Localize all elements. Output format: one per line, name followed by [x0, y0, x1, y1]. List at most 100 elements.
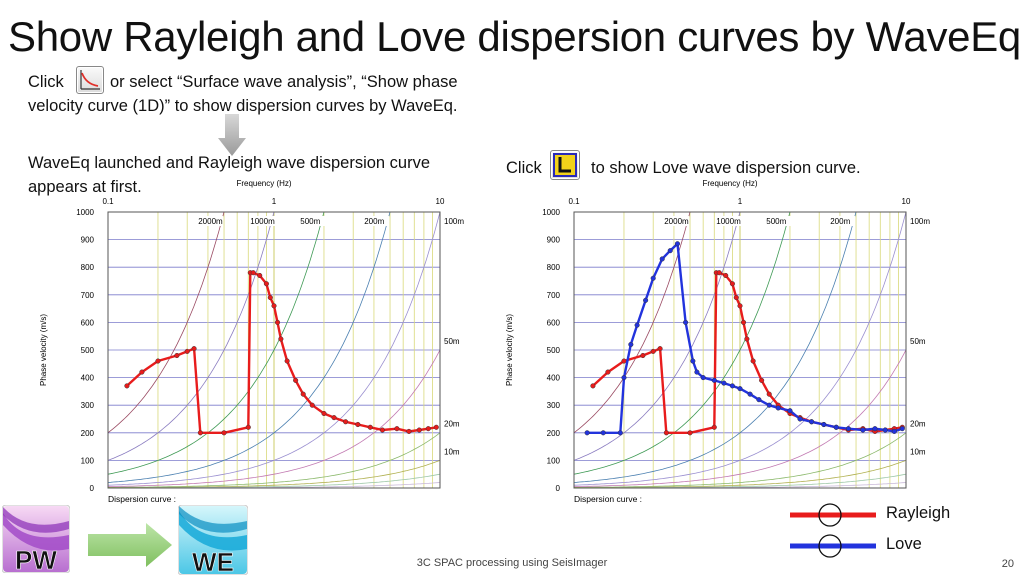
series-line-love — [587, 242, 903, 434]
series-point-love — [628, 341, 634, 348]
series-point-love — [694, 369, 700, 375]
x-tick-label: 0.1 — [568, 197, 580, 206]
wavelength-curve — [108, 212, 391, 483]
right-arrow-icon — [88, 523, 172, 567]
wavelength-label-top: 500m — [766, 217, 786, 226]
series-point-love — [700, 375, 706, 381]
instruction-click-label: Click — [28, 73, 64, 91]
y-tick-label: 800 — [547, 263, 561, 272]
plot-frame — [573, 211, 907, 489]
series-point-love — [650, 275, 656, 281]
wavelength-label-top: 1000m — [716, 217, 741, 226]
series-point-rayleigh — [716, 270, 722, 276]
dispersion-curve-icon[interactable] — [76, 66, 104, 94]
x-tick-label: 1 — [738, 197, 743, 206]
series-point-love — [584, 430, 590, 436]
series-point-rayleigh — [245, 424, 251, 430]
series-point-rayleigh — [250, 270, 256, 276]
love-wave-icon[interactable] — [550, 150, 580, 180]
series-point-rayleigh — [379, 427, 385, 433]
x-tick-label: 0.1 — [102, 197, 114, 206]
wavelength-curve — [108, 349, 440, 487]
series-point-rayleigh — [750, 358, 756, 364]
y-tick-label: 1000 — [542, 208, 560, 217]
page-title: Show Rayleigh and Love dispersion curves… — [8, 13, 1021, 60]
series-point-rayleigh — [355, 421, 361, 428]
y-tick-label: 200 — [81, 429, 95, 438]
wavelength-curve — [108, 432, 440, 488]
series-point-rayleigh — [184, 348, 190, 354]
series-point-rayleigh — [155, 358, 161, 364]
series-point-rayleigh — [729, 281, 735, 287]
series-point-rayleigh — [394, 426, 400, 432]
wavelength-curve — [108, 212, 225, 434]
series-point-rayleigh — [640, 352, 646, 359]
series-point-rayleigh — [367, 424, 373, 430]
rayleigh-dispersion-svg: 0.1 1 10 Frequency (Hz) 0 100 200 300 400 500 600 7… — [39, 179, 469, 504]
series-point-love — [872, 426, 878, 432]
series-point-love — [756, 397, 762, 403]
series-point-love — [797, 416, 803, 422]
series-point-rayleigh — [174, 352, 180, 359]
y-tick-label: 300 — [81, 401, 95, 410]
series-point-rayleigh — [309, 402, 315, 408]
series-point-love — [809, 419, 815, 425]
love-dispersion-svg: 0.1 1 10 Frequency (Hz) 0 100 200 300 400 500 600 7… — [505, 179, 935, 504]
wavelength-label-top: 200m — [364, 217, 384, 226]
y-axis-label: Phase velocity (m/s) — [505, 314, 514, 386]
wavelength-curve — [574, 432, 906, 488]
wavelength-label-top: 1000m — [250, 217, 275, 226]
instruction-line-1: or select “Surface wave analysis”, “Show… — [110, 73, 458, 91]
x-tick-label: 10 — [902, 197, 911, 206]
y-tick-label: 1000 — [76, 208, 94, 217]
y-tick-label: 500 — [81, 346, 95, 355]
series-point-rayleigh — [274, 319, 281, 325]
legend-rayleigh-label: Rayleigh — [886, 504, 951, 522]
series-point-love — [690, 358, 696, 364]
series-point-rayleigh — [650, 348, 656, 354]
wavelength-label-bg — [715, 216, 742, 226]
series-point-rayleigh — [331, 415, 337, 421]
y-tick-label: 700 — [547, 291, 561, 300]
y-tick-label: 0 — [556, 484, 561, 493]
series-point-love — [860, 427, 866, 433]
wavelength-label-top: 100m — [444, 217, 464, 226]
series-point-love — [634, 322, 640, 328]
series-point-love — [721, 380, 727, 386]
series-point-love — [821, 421, 827, 428]
series-point-love — [683, 319, 689, 325]
waveeq-logo: WE — [177, 504, 249, 577]
wavelength-curve — [574, 212, 857, 483]
series-point-rayleigh — [278, 336, 284, 342]
y-tick-label: 400 — [547, 374, 561, 383]
wavelength-label-bg — [299, 216, 326, 226]
series-point-rayleigh — [321, 410, 327, 417]
wavelength-curve — [574, 212, 791, 475]
series-point-rayleigh — [740, 319, 747, 325]
y-tick-label: 800 — [81, 263, 95, 272]
series-point-rayleigh — [711, 424, 717, 430]
series-point-rayleigh — [687, 430, 693, 436]
wavelength-label-right: 10m — [910, 447, 926, 456]
right-caption: to show Love wave dispersion curve. — [591, 159, 861, 177]
series-point-rayleigh — [416, 427, 422, 433]
grid-group — [108, 212, 440, 488]
wavelength-curve — [574, 212, 691, 434]
y-tick-label: 900 — [547, 236, 561, 245]
wavelength-label-bg — [443, 216, 469, 226]
series-point-rayleigh — [139, 369, 145, 375]
grid-group — [574, 212, 906, 488]
wavelength-label-bg — [363, 216, 390, 226]
y-tick-label: 100 — [547, 456, 561, 465]
series-point-love — [766, 402, 772, 408]
wavelength-label-right: 50m — [910, 337, 926, 346]
series-point-rayleigh — [293, 377, 299, 383]
series-point-love — [737, 386, 743, 392]
series-point-rayleigh — [284, 358, 290, 364]
down-arrow-icon — [218, 114, 246, 156]
series-point-love — [787, 408, 793, 414]
x-axis-label: Frequency (Hz) — [702, 179, 757, 188]
left-caption-line-2: appears at first. — [28, 178, 142, 196]
wavelength-label-bg — [829, 216, 856, 226]
wavelength-label-top: 100m — [910, 217, 930, 226]
